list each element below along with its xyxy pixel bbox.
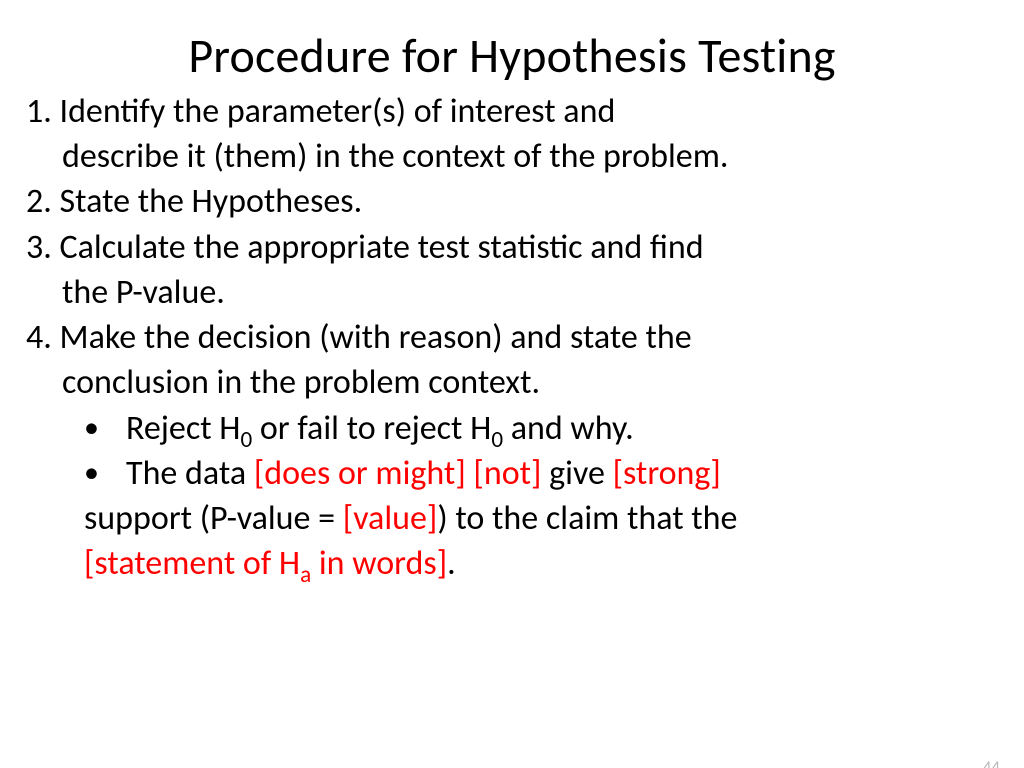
step-4-line-2: conclusion in the problem context. — [26, 360, 998, 405]
b2-t4: ) to the claim that the — [437, 498, 737, 539]
bullet-2-line-2: support (P-value = [value]) to the claim… — [26, 496, 998, 541]
b1-post: and why. — [503, 408, 634, 449]
step-1-line-2: describe it (them) in the context of the… — [26, 134, 998, 179]
slide-title: Procedure for Hypothesis Testing — [0, 26, 1024, 85]
bullet-2-line-3: [statement of Ha in words]. — [26, 541, 998, 586]
b2-r4-sub: a — [300, 561, 311, 589]
b1-sub2: 0 — [491, 425, 503, 453]
b2-r2: [strong] — [613, 453, 721, 494]
b2-t2: give — [541, 453, 612, 494]
bullet-1: • Reject H0 or fail to reject H0 and why… — [26, 406, 998, 451]
bullet-mark-icon: • — [84, 451, 126, 495]
slide-body: 1. Identify the parameter(s) of interest… — [0, 89, 1024, 586]
b2-r1: [does or might] [not] — [254, 453, 542, 494]
bullet-mark-icon: • — [84, 406, 126, 450]
step-1-line-1: 1. Identify the parameter(s) of interest… — [26, 89, 998, 134]
b1-sub1: 0 — [240, 425, 252, 453]
b2-r4: [statement of Ha in words] — [84, 543, 447, 584]
step-2-line-1: 2. State the Hypotheses. — [26, 179, 998, 224]
bullet-2-line-1: The data [does or might] [not] give [str… — [126, 451, 998, 496]
b2-r4-post: in words] — [311, 543, 447, 584]
b1-pre: Reject H — [126, 408, 240, 449]
step-4-line-1: 4. Make the decision (with reason) and s… — [26, 315, 998, 360]
b2-t5: . — [447, 543, 456, 584]
bullet-1-text: Reject H0 or fail to reject H0 and why. — [126, 406, 998, 451]
b2-r3: [value] — [343, 498, 438, 539]
step-3-line-1: 3. Calculate the appropriate test statis… — [26, 225, 998, 270]
bullet-2: • The data [does or might] [not] give [s… — [26, 451, 998, 496]
page-number: 44 — [983, 757, 1000, 768]
step-3-line-2: the P-value. — [26, 270, 998, 315]
b1-mid: or fail to reject H — [252, 408, 491, 449]
slide: Procedure for Hypothesis Testing 1. Iden… — [0, 26, 1024, 768]
b2-t3: support (P-value = — [84, 498, 343, 539]
b2-r4-pre: [statement of H — [84, 543, 300, 584]
b2-t1: The data — [126, 453, 254, 494]
